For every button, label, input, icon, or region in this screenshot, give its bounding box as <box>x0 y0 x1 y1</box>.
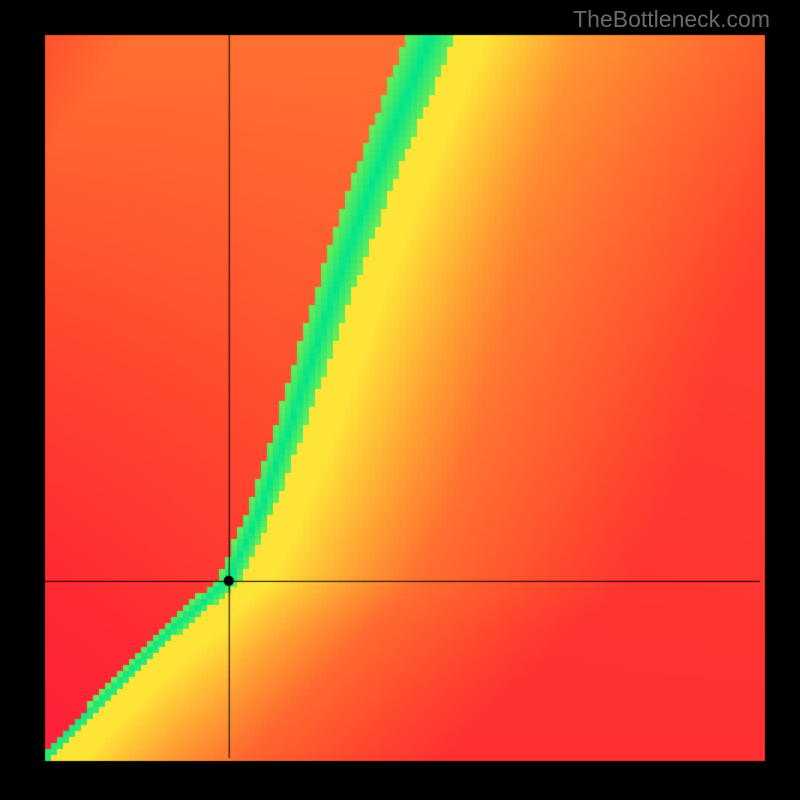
chart-container: TheBottleneck.com <box>0 0 800 800</box>
bottleneck-heatmap <box>0 0 800 800</box>
watermark-text: TheBottleneck.com <box>573 6 770 33</box>
